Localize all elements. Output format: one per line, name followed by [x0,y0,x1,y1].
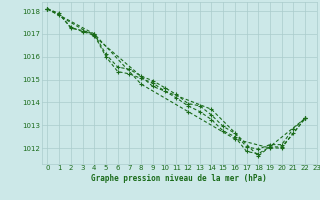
X-axis label: Graphe pression niveau de la mer (hPa): Graphe pression niveau de la mer (hPa) [91,174,267,183]
